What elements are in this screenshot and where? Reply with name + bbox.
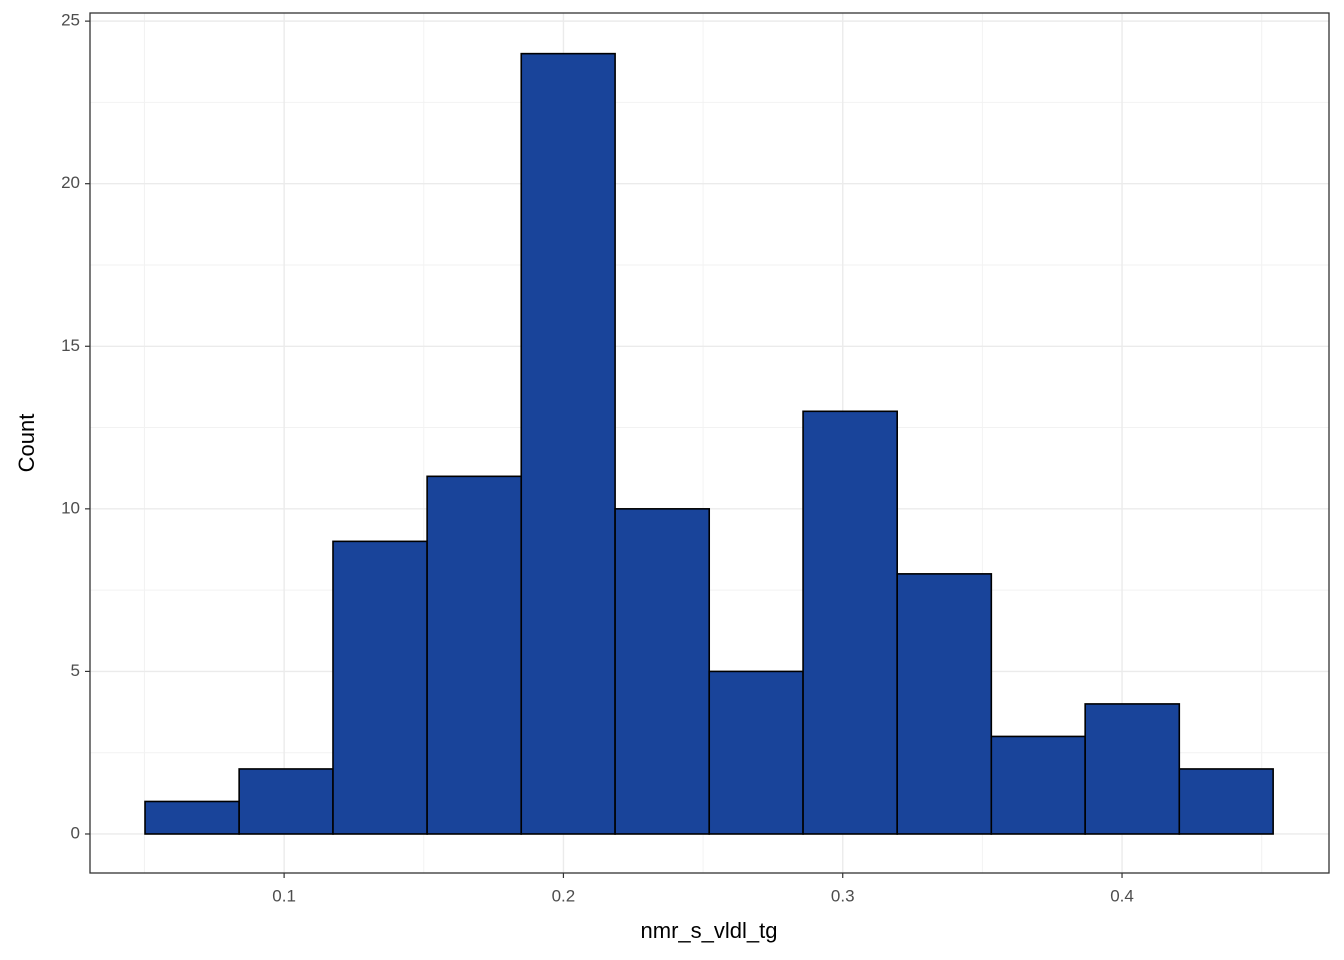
bar bbox=[896, 573, 993, 835]
y-tick-label: 15 bbox=[61, 336, 80, 355]
y-tick-label: 10 bbox=[61, 498, 80, 517]
y-tick-label: 0 bbox=[71, 823, 80, 842]
bar bbox=[708, 670, 804, 835]
bar bbox=[802, 410, 898, 835]
bar bbox=[520, 52, 616, 835]
bar bbox=[990, 735, 1086, 835]
bar bbox=[614, 508, 711, 835]
x-tick-label: 0.1 bbox=[272, 886, 296, 905]
y-tick-label: 5 bbox=[71, 661, 80, 680]
bar bbox=[1178, 768, 1274, 835]
plot-border bbox=[89, 12, 1330, 874]
x-axis-label: nmr_s_vldl_tg bbox=[641, 918, 778, 943]
bar bbox=[1084, 703, 1181, 835]
bar bbox=[332, 540, 428, 835]
bar bbox=[426, 475, 523, 835]
x-tick-label: 0.4 bbox=[1110, 886, 1134, 905]
bar bbox=[238, 768, 334, 835]
y-tick-label: 25 bbox=[61, 11, 80, 30]
y-tick-label: 20 bbox=[61, 173, 80, 192]
x-tick-label: 0.2 bbox=[552, 886, 576, 905]
x-tick-label: 0.3 bbox=[831, 886, 855, 905]
y-axis-label: Count bbox=[14, 414, 39, 473]
bar bbox=[144, 800, 240, 835]
